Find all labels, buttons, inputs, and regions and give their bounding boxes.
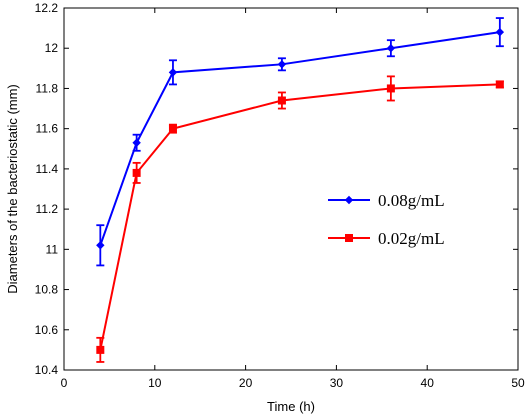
x-tick-label: 30: [330, 376, 344, 390]
data-point: [386, 84, 395, 93]
y-tick-label: 10.4: [35, 363, 59, 377]
y-tick-label: 10.8: [35, 283, 59, 297]
series-line: [99, 31, 500, 246]
data-point: [96, 241, 105, 250]
x-tick-label: 40: [421, 376, 435, 390]
data-point: [132, 138, 141, 147]
plot-area: [63, 7, 519, 371]
x-axis-title: Time (h): [267, 399, 315, 414]
y-tick-label: 11.8: [36, 81, 59, 95]
series-line: [99, 83, 500, 351]
legend-marker: [344, 195, 354, 205]
data-point: [277, 96, 286, 105]
legend-label: 0.02g/mL: [378, 229, 445, 248]
series-1: [96, 17, 505, 267]
axes: 0 10 20 30 40 50 10.4 10.6 10.8 11 11.2 11.4 11.6 11.…: [35, 1, 525, 390]
data-point: [277, 60, 287, 69]
y-axis-title: Diameters of the bacteriostatic (mm): [5, 84, 20, 294]
y-tick-label: 11.6: [36, 122, 59, 136]
legend-label: 0.08g/mL: [378, 191, 445, 210]
x-tick-label: 10: [148, 376, 162, 390]
legend-marker: [345, 234, 353, 242]
y-tick-label: 11: [46, 242, 59, 256]
x-tick-label: 20: [239, 376, 253, 390]
data-point: [168, 124, 177, 133]
legend-entry-1: 0.08g/mL: [328, 191, 445, 210]
data-point: [132, 168, 141, 177]
legend: 0.08g/mL 0.02g/mL: [328, 191, 445, 248]
series-group: [96, 17, 505, 363]
legend-entry-2: 0.02g/mL: [328, 229, 445, 248]
y-tick-label: 12: [45, 41, 59, 55]
data-point: [495, 80, 504, 89]
data-point: [96, 345, 105, 354]
x-tick-label: 0: [61, 376, 68, 390]
y-tick-label: 10.6: [35, 323, 59, 337]
y-tick-label: 11.4: [36, 162, 59, 176]
data-point: [386, 44, 396, 53]
y-tick-label: 12.2: [35, 1, 59, 15]
data-point: [168, 68, 178, 77]
series-2: [96, 75, 504, 363]
x-tick-label: 50: [511, 376, 525, 390]
y-tick-label: 11.2: [36, 202, 59, 216]
data-point: [495, 27, 505, 37]
plot-frame: [63, 7, 519, 371]
